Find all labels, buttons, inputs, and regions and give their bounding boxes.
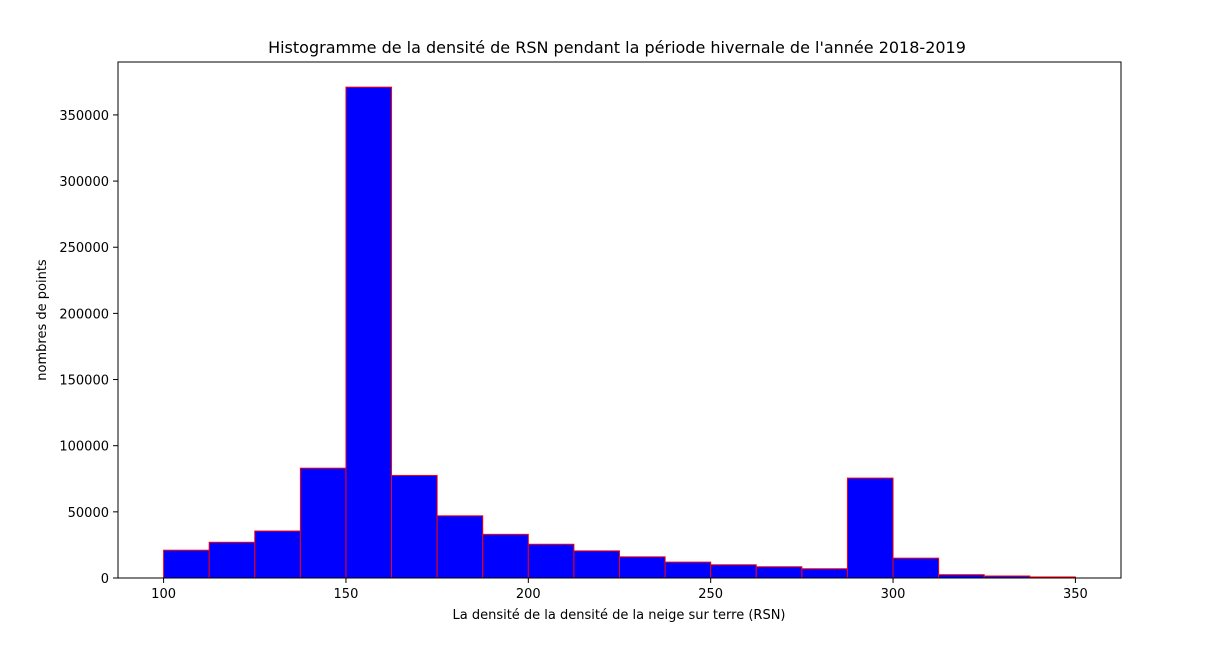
y-tick-label: 200000 <box>59 307 109 322</box>
y-tick-label: 150000 <box>59 374 109 389</box>
x-tick-label: 150 <box>334 587 359 602</box>
histogram-bar <box>527 543 575 579</box>
x-axis-label: La densité de la densité de la neige sur… <box>452 608 785 623</box>
x-tick-label: 100 <box>151 587 176 602</box>
bars-group <box>163 86 1076 579</box>
histogram-bar <box>619 556 666 579</box>
histogram-bar <box>163 549 210 579</box>
x-axis: 100 150 200 250 300 350 <box>151 578 1088 602</box>
y-tick-label: 50000 <box>68 506 109 521</box>
plot-frame <box>117 61 1122 579</box>
histogram-bar <box>710 564 757 579</box>
y-tick-label: 0 <box>101 572 109 587</box>
x-tick-label: 300 <box>881 587 906 602</box>
y-tick-label: 100000 <box>59 440 109 455</box>
histogram-bar <box>801 568 848 579</box>
histogram-bar <box>892 557 940 579</box>
histogram-bar <box>664 561 712 579</box>
histogram-bar <box>345 86 393 579</box>
histogram-bar <box>755 566 803 579</box>
histogram-bar <box>254 530 301 579</box>
histogram-bar <box>391 474 438 579</box>
x-tick-label: 350 <box>1063 587 1088 602</box>
x-tick-label: 200 <box>516 587 541 602</box>
histogram-bar <box>436 515 484 579</box>
y-axis-label: nombres de points <box>35 259 50 381</box>
y-tick-label: 300000 <box>59 175 109 190</box>
histogram-bar <box>208 541 256 579</box>
histogram-bar <box>846 477 894 579</box>
y-tick-label: 250000 <box>59 241 109 256</box>
histogram-bar <box>299 467 347 579</box>
histogram-bar <box>482 533 529 579</box>
histogram-bar <box>573 550 621 579</box>
y-tick-label: 350000 <box>59 109 109 124</box>
y-axis: 0 50000 100000 150000 200000 250000 300000 3500… <box>59 109 118 587</box>
chart-title: Histogramme de la densité de RSN pendant… <box>268 38 966 57</box>
x-tick-label: 250 <box>698 587 723 602</box>
